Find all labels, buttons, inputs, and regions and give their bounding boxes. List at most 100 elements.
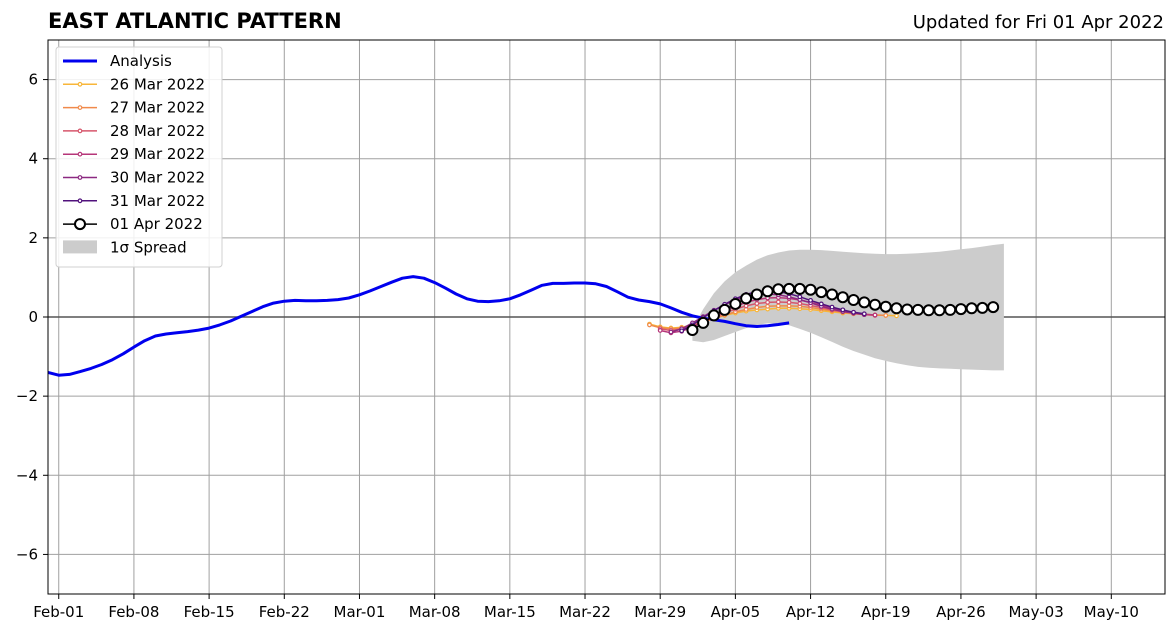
forecast-point [761, 285, 774, 298]
x-tick-label: Feb-15 [184, 603, 235, 621]
forecast-point [965, 302, 978, 315]
forecast-point [826, 288, 839, 301]
forecast-point [858, 296, 871, 309]
y-tick-label: 2 [28, 229, 38, 247]
forecast-point [697, 316, 710, 329]
forecast-point [775, 299, 781, 305]
forecast-point [944, 303, 957, 316]
grid-layer [48, 40, 1165, 594]
forecast-point [718, 303, 731, 316]
plot-frame [47, 39, 1166, 595]
legend-label: 26 Mar 2022 [110, 75, 205, 93]
forecast-point [872, 312, 878, 318]
y-tick-label: 6 [28, 71, 38, 89]
y-tick-label: −2 [16, 387, 38, 405]
forecast-point [829, 304, 835, 310]
y-tick-label: 0 [28, 308, 38, 326]
forecast-point [987, 301, 1000, 314]
forecast-point [804, 283, 817, 296]
forecast-point [840, 307, 846, 313]
legend-swatch [63, 240, 97, 254]
chart-subtitle: Updated for Fri 01 Apr 2022 [912, 12, 1164, 33]
forecast-point [879, 300, 892, 313]
forecast-point [783, 282, 796, 295]
x-tick-label: Apr-05 [711, 603, 761, 621]
forecast-point [847, 293, 860, 306]
y-tick-label: −4 [16, 466, 38, 484]
legend-layer: Analysis 26 Mar 2022 27 Mar 2022 28 Mar 202… [55, 46, 223, 268]
forecast-point [765, 299, 771, 305]
forecast-point [890, 302, 903, 315]
y-tick-label: 4 [28, 150, 38, 168]
forecast-point [808, 297, 813, 303]
x-tick-label: Feb-08 [108, 603, 159, 621]
legend-marker [77, 198, 83, 204]
legend-label: 1σ Spread [110, 238, 187, 256]
forecast-point [786, 299, 792, 305]
forecast-point [772, 283, 785, 296]
analysis-line [47, 275, 790, 377]
legend-label: 31 Mar 2022 [110, 192, 205, 210]
legend-marker [77, 151, 83, 157]
forecast-point [754, 301, 760, 306]
x-tick-label: Mar-01 [334, 603, 386, 621]
legend-marker [77, 175, 83, 180]
forecast-point [797, 294, 803, 300]
forecast-point [911, 303, 924, 316]
forecast-point [668, 329, 674, 335]
x-tick-label: May-03 [1008, 603, 1063, 621]
x-tick-label: Apr-26 [936, 603, 986, 621]
series-layer [647, 282, 1000, 337]
forecast-point [933, 304, 946, 317]
forecast-point [901, 303, 914, 316]
forecast-point [657, 328, 663, 333]
forecast-point [869, 298, 882, 311]
forecast-point [729, 297, 742, 310]
legend-label: 01 Apr 2022 [110, 215, 203, 233]
forecast-point [707, 309, 720, 322]
legend-marker [77, 105, 83, 110]
legend-marker [77, 81, 83, 87]
forecast-point [793, 282, 806, 295]
legend-box [55, 46, 223, 268]
x-tick-label: Apr-19 [861, 603, 911, 621]
x-tick-label: Apr-12 [786, 603, 836, 621]
forecast-point [815, 286, 828, 299]
forecast-point [976, 301, 989, 314]
forecast-point [894, 313, 899, 319]
forecast-point [954, 303, 967, 316]
legend-label: 30 Mar 2022 [110, 169, 205, 187]
legend-label: Analysis [110, 52, 172, 70]
forecast-point [750, 288, 763, 301]
forecast-point [765, 303, 771, 309]
legend-marker [74, 218, 86, 231]
chart-title: EAST ATLANTIC PATTERN [48, 9, 342, 33]
forecast-point [836, 291, 849, 304]
forecast-point [883, 313, 889, 318]
x-tick-label: Feb-01 [33, 603, 84, 621]
forecast-point [679, 328, 685, 334]
x-tick-label: May-10 [1084, 603, 1139, 621]
forecast-point [818, 301, 824, 307]
spread-band [692, 243, 1004, 371]
x-tick-label: Mar-29 [634, 603, 686, 621]
legend-marker [77, 128, 83, 134]
axis-layer: Feb-01 Feb-08 Feb-15 Feb-22 Mar-01 Mar-08 Mar-… [16, 39, 1166, 621]
legend-label: 29 Mar 2022 [110, 145, 205, 163]
forecast-point [922, 304, 935, 317]
forecast-point [686, 324, 699, 337]
forecast-point [740, 292, 753, 305]
legend-label: 27 Mar 2022 [110, 99, 205, 117]
x-tick-label: Mar-15 [484, 603, 536, 621]
y-tick-label: −6 [16, 545, 38, 563]
x-tick-label: Mar-22 [559, 603, 611, 621]
forecast-point [647, 322, 652, 328]
x-tick-label: Feb-22 [259, 603, 310, 621]
spread-layer [692, 243, 1004, 371]
analysis-layer [47, 275, 790, 377]
legend-label: 28 Mar 2022 [110, 122, 205, 140]
forecast-point [851, 309, 856, 315]
forecast-point [754, 305, 760, 310]
forecast-point [775, 303, 781, 309]
